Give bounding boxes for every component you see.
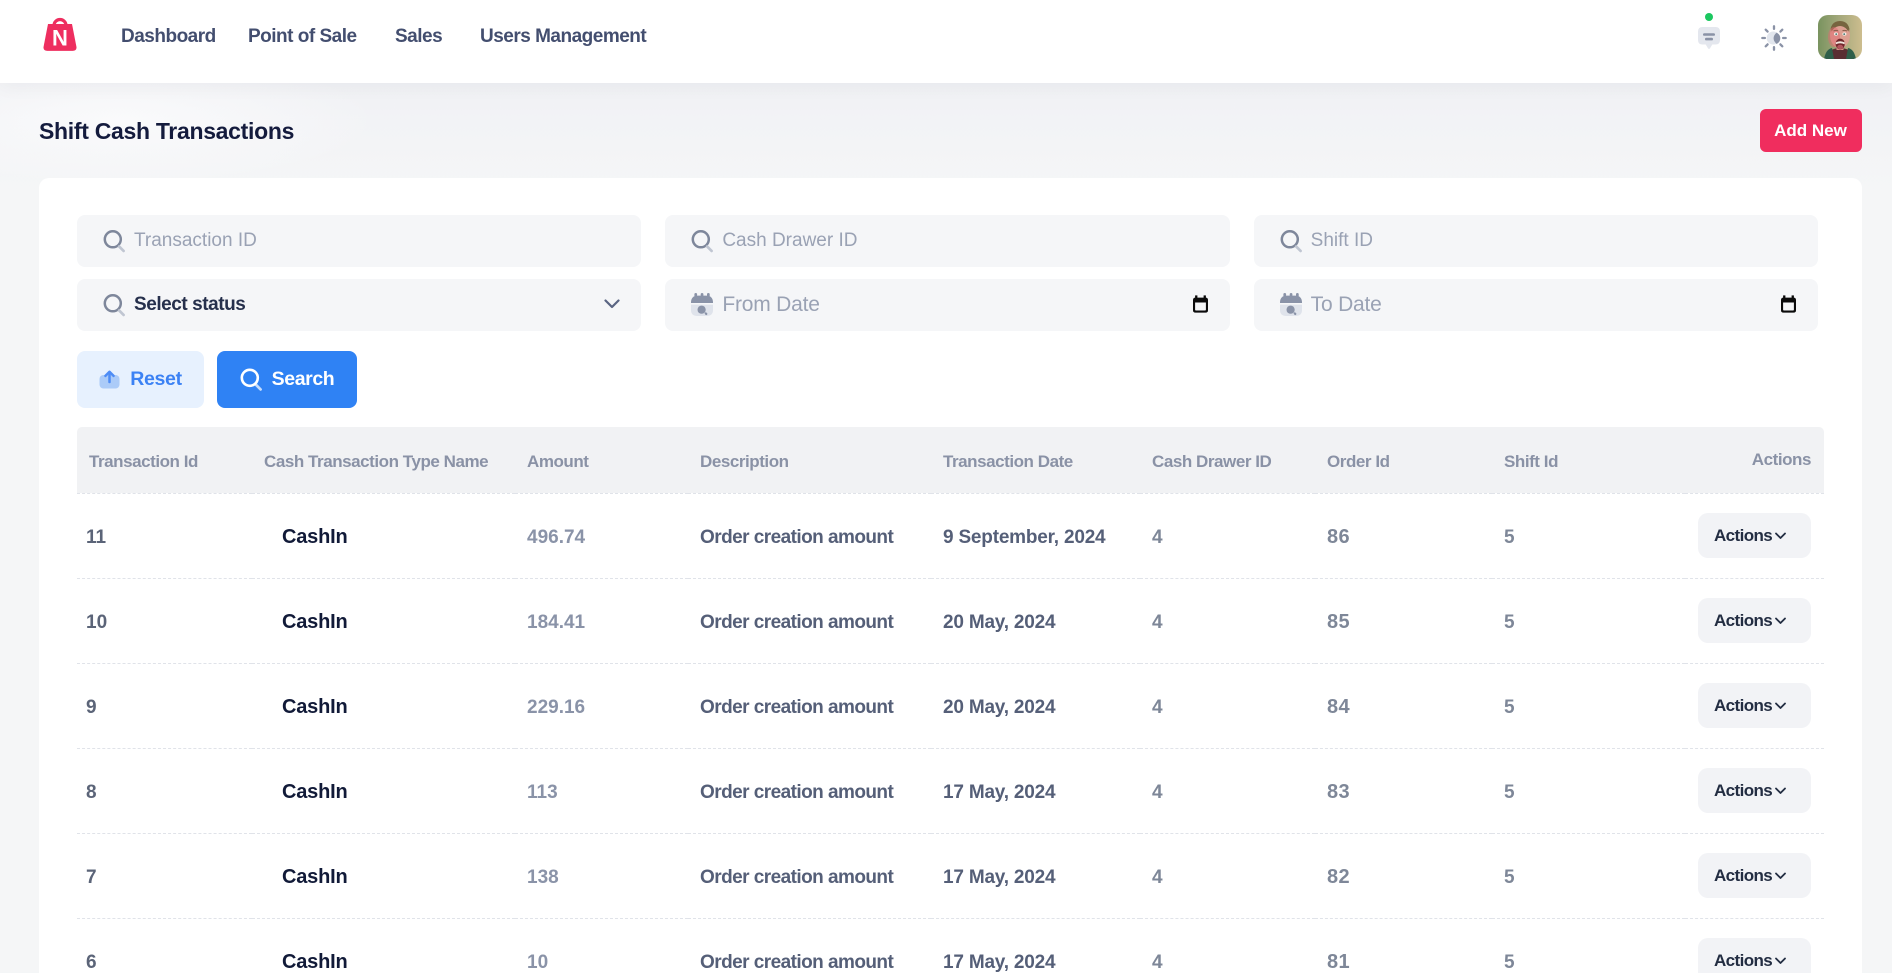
svg-text:N: N xyxy=(52,26,68,51)
